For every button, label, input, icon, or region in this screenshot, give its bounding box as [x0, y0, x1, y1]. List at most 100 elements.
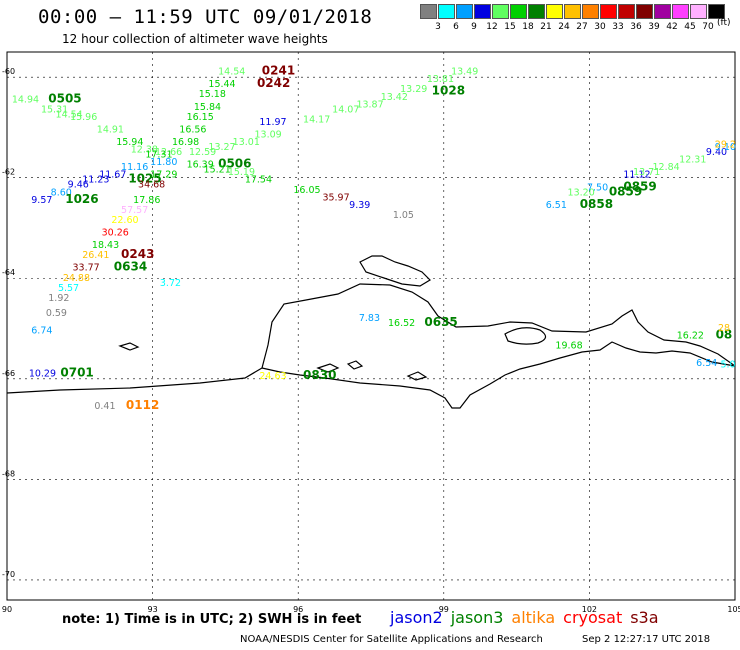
- legend-swatch: [600, 4, 617, 19]
- satellite-jason3: jason3: [450, 608, 504, 627]
- wave-height-label: 15.21: [204, 165, 231, 176]
- wave-height-label: 28: [718, 323, 730, 334]
- legend-swatch: [420, 4, 437, 19]
- legend-swatch: [438, 4, 455, 19]
- pass-time-label: 08: [716, 328, 733, 342]
- lon-tick-label: 96: [293, 605, 303, 614]
- wave-height-label: 16.15: [187, 112, 214, 123]
- legend-label: 3: [435, 22, 441, 32]
- wave-height-label: 17.31: [145, 150, 172, 161]
- island-small-2: [316, 363, 340, 373]
- satellite-s3a: s3a: [630, 608, 659, 627]
- wave-height-label: 13.20: [568, 187, 595, 198]
- pass-time-label: 1026: [65, 192, 98, 206]
- legend-swatch: [510, 4, 527, 19]
- wave-height-label: 12.59: [189, 147, 216, 158]
- legend-label: 36: [630, 22, 642, 32]
- lat-tick-label: -66: [2, 369, 15, 378]
- legend-label: 12: [486, 22, 498, 32]
- pass-time-label: 0241: [262, 64, 295, 78]
- legend-label: 6: [453, 22, 459, 32]
- island-small-4: [406, 371, 428, 381]
- wave-height-label: 9.10: [715, 142, 736, 153]
- lon-tick-label: 102: [582, 605, 597, 614]
- wave-height-label: 14.54: [56, 109, 83, 120]
- wave-height-label: 5.57: [58, 283, 79, 294]
- island-small-1: [118, 342, 140, 351]
- wave-height-label: 17.54: [245, 175, 272, 186]
- wave-height-label: 11.16: [121, 162, 148, 173]
- wave-height-label: 33.77: [73, 263, 100, 274]
- island-east: [504, 327, 547, 345]
- wave-height-label: 0.41: [94, 401, 115, 412]
- wave-height-label: 13.87: [356, 99, 383, 110]
- wave-height-label: 15.94: [116, 137, 143, 148]
- wave-height-label: 16.52: [388, 318, 415, 329]
- wave-height-label: 9.39: [349, 200, 370, 211]
- wave-height-label: 26.41: [82, 250, 109, 261]
- wave-height-label: 12.31: [679, 155, 706, 166]
- wave-height-label: 15.96: [70, 112, 97, 123]
- wave-height-label: 16.56: [179, 124, 206, 135]
- pass-time-label: 0506: [218, 157, 251, 171]
- island-small-3: [346, 360, 364, 370]
- wave-height-label: 5.0: [720, 360, 735, 371]
- pass-time-label: 0634: [114, 260, 147, 274]
- legend-swatch: [654, 4, 671, 19]
- pass-time-label: 0242: [257, 76, 290, 90]
- map-title: 00:00 – 11:59 UTC 09/01/2018: [38, 6, 373, 28]
- wave-height-label: 9.57: [31, 195, 52, 206]
- wave-height-label: 8.60: [51, 187, 72, 198]
- wave-height-label: 11.97: [259, 117, 286, 128]
- wave-height-label: 12.84: [652, 162, 679, 173]
- coastline-main: [6, 283, 736, 394]
- legend-swatch: [690, 4, 707, 19]
- coastline-bay: [261, 341, 736, 409]
- wave-height-label: 13.42: [381, 92, 408, 103]
- legend-label: 70: [702, 22, 714, 32]
- legend-label: 15: [504, 22, 516, 32]
- wave-height-label: 17.86: [133, 195, 160, 206]
- wave-height-label: 19.68: [555, 341, 582, 352]
- wave-height-label: 16.22: [677, 331, 704, 342]
- wave-height-label: 12.66: [155, 147, 182, 158]
- map-frame: [6, 51, 736, 601]
- wave-height-label: 11.67: [99, 170, 126, 181]
- wave-height-label: 18.43: [92, 240, 119, 251]
- wave-height-label: 1.92: [48, 293, 69, 304]
- wave-height-label: 7.83: [359, 313, 380, 324]
- pass-time-label: 0243: [121, 247, 154, 261]
- legend-label: 33: [612, 22, 624, 32]
- wave-height-label: 13.71: [633, 167, 660, 178]
- credit-line: NOAA/NESDIS Center for Satellite Applica…: [240, 634, 543, 645]
- legend-label: 18: [522, 22, 534, 32]
- legend-label: 9: [471, 22, 477, 32]
- pass-time-label: 0112: [126, 398, 159, 412]
- wave-height-label: 16.39: [187, 160, 214, 171]
- wave-height-label: 13.81: [427, 74, 454, 85]
- wave-height-label: 15.84: [194, 102, 221, 113]
- lat-tick-label: -64: [2, 268, 15, 277]
- legend-label: 30: [594, 22, 606, 32]
- wave-height-label: 7.50: [587, 182, 608, 193]
- pass-time-label: 0701: [60, 365, 93, 379]
- legend-swatch: [636, 4, 653, 19]
- antarctic-coastline: [6, 255, 736, 409]
- graticule: [6, 52, 736, 600]
- lon-tick-label: 99: [439, 605, 449, 614]
- wave-height-label: 13.27: [208, 142, 235, 153]
- lat-tick-label: -62: [2, 168, 15, 177]
- wave-height-label: 1.05: [393, 210, 414, 221]
- wave-height-label: 16.05: [293, 185, 320, 196]
- legend-swatch: [582, 4, 599, 19]
- lon-tick-label: 90: [2, 605, 12, 614]
- island-north: [359, 255, 431, 287]
- wave-height-label: 14.17: [303, 114, 330, 125]
- legend-swatch: [474, 4, 491, 19]
- legend-swatch: [492, 4, 509, 19]
- wave-height-label: 11.23: [82, 175, 109, 186]
- wave-height-label: 30.26: [102, 228, 129, 239]
- wave-height-label: 24.63: [259, 371, 286, 382]
